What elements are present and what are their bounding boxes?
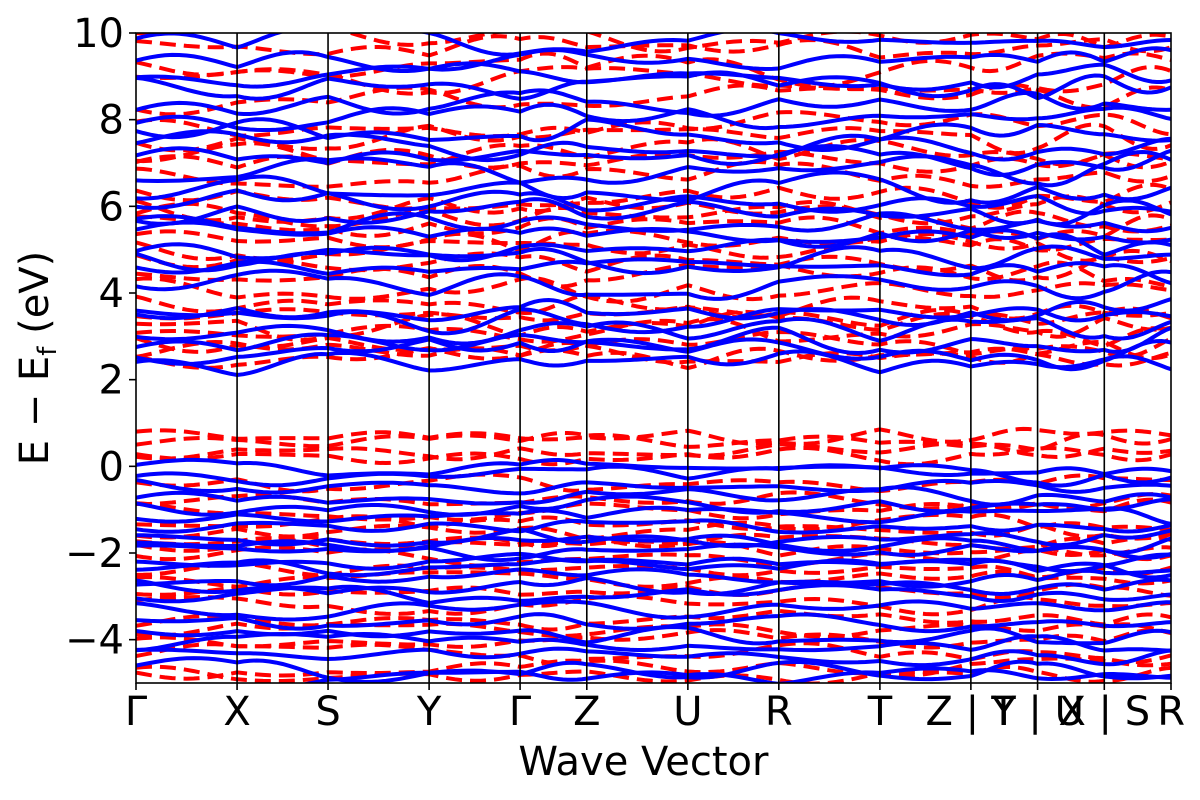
x-tick-label-2: S <box>315 689 340 735</box>
y-tick-label-1: −2 <box>65 531 124 577</box>
y-axis-title-subscript: f <box>33 346 63 356</box>
y-axis-title: E − Ef (eV) <box>12 251 63 466</box>
x-tick-label-0: Γ <box>125 689 148 735</box>
solid-band-conduction-23 <box>136 46 1171 73</box>
x-tick-label-10: T | U <box>990 689 1084 735</box>
solid-band-valence-6 <box>136 518 1171 535</box>
solid-band-valence-0 <box>136 457 1171 478</box>
y-tick-label-4: 4 <box>99 271 124 317</box>
kpoint-lines <box>236 33 1106 683</box>
x-tick-label-4: Γ <box>509 689 532 735</box>
y-tick-label-2: 0 <box>99 444 124 490</box>
solid-band-valence-20 <box>136 656 1171 683</box>
y-axis: −4 −2 0 2 4 6 8 10 <box>65 11 136 664</box>
y-axis-title-unit: (eV) <box>12 251 58 347</box>
y-tick-label-0: −4 <box>65 618 124 664</box>
dashed-band-valence-0 <box>136 426 1171 446</box>
solid-band-valence-15 <box>136 599 1171 622</box>
x-axis-title: Wave Vector <box>519 739 770 785</box>
solid-band-conduction-20 <box>136 88 1171 118</box>
x-tick-label-12: R <box>1157 689 1185 735</box>
x-tick-label-1: X <box>223 689 250 735</box>
solid-band-conduction-24 <box>136 33 1171 57</box>
y-tick-label-7: 10 <box>73 11 124 57</box>
y-tick-label-6: 8 <box>99 98 124 144</box>
y-axis-title-main: E − E <box>12 356 58 466</box>
x-tick-label-3: Y <box>416 689 442 735</box>
x-tick-label-11: X | S <box>1058 689 1150 735</box>
x-tick-label-6: U <box>673 689 702 735</box>
y-tick-label-5: 6 <box>99 184 124 230</box>
plot-frame <box>135 32 1172 684</box>
x-tick-label-7: R <box>765 689 793 735</box>
y-tick-label-3: 2 <box>99 358 124 404</box>
x-tick-label-9: Z | Y <box>925 689 1016 735</box>
x-tick-label-5: Z <box>573 689 600 735</box>
bands-layer <box>136 33 1171 683</box>
x-tick-label-8: T <box>867 689 893 735</box>
